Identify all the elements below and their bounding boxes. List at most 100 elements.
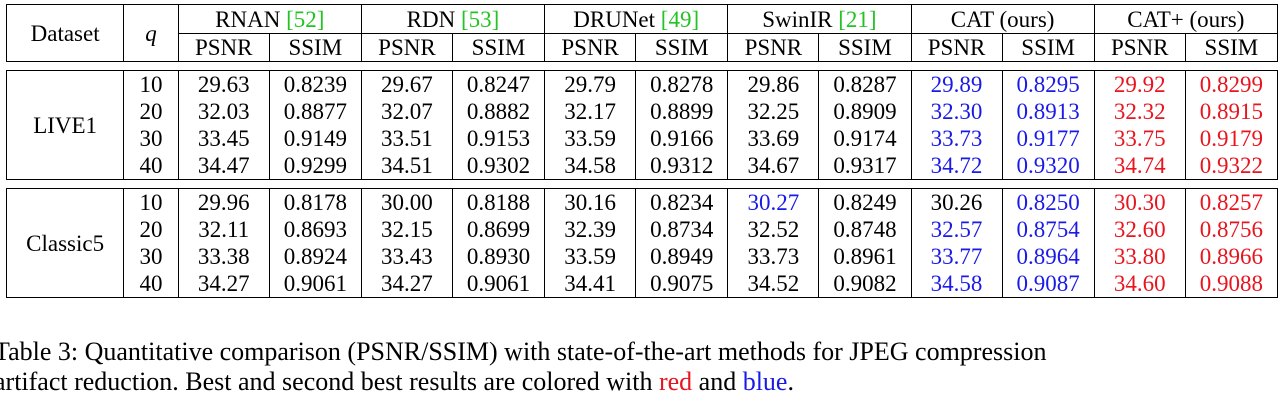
header-method-swinir: SwinIR [21] — [727, 4, 912, 34]
psnr-value: 30.27 — [727, 188, 820, 216]
ssim-value: 0.8188 — [452, 188, 546, 216]
ssim-value: 0.9312 — [635, 152, 729, 180]
dataset-name: LIVE1 — [5, 70, 125, 180]
ssim-value: 0.8748 — [818, 216, 912, 243]
psnr-value: 34.58 — [544, 152, 637, 180]
psnr-value: 33.73 — [911, 125, 1003, 152]
psnr-value: 32.15 — [361, 216, 453, 243]
header-psnr: PSNR — [911, 33, 1003, 62]
psnr-value: 33.45 — [178, 125, 270, 152]
psnr-value: 34.60 — [1094, 270, 1186, 298]
ssim-value: 0.8234 — [635, 188, 729, 216]
q-value: 40 — [123, 152, 179, 180]
method-ref: [52] — [286, 6, 325, 32]
caption-and: and — [692, 367, 743, 396]
header-psnr: PSNR — [544, 33, 637, 62]
ssim-value: 0.8924 — [269, 243, 362, 270]
psnr-value: 32.39 — [544, 216, 637, 243]
results-body: LIVE1 10 29.63 0.8239 29.67 0.8247 29.79 0.8278… — [5, 62, 1279, 298]
section-spacer — [7, 180, 1278, 189]
psnr-value: 34.27 — [178, 270, 270, 298]
q-value: 10 — [123, 188, 179, 216]
results-table: Dataset q RNAN [52] RDN [53] DRUNet [49]… — [5, 4, 1279, 298]
psnr-value: 34.72 — [911, 152, 1003, 180]
header-method-drunet: DRUNet [49] — [544, 4, 729, 34]
q-value: 20 — [123, 98, 179, 125]
psnr-value: 33.77 — [911, 243, 1003, 270]
q-value: 30 — [123, 125, 179, 152]
header-ssim: SSIM — [452, 33, 546, 62]
psnr-value: 33.43 — [361, 243, 453, 270]
psnr-value: 33.80 — [1094, 243, 1186, 270]
header-method-rnan: RNAN [52] — [178, 4, 362, 34]
psnr-value: 32.11 — [178, 216, 270, 243]
psnr-value: 30.16 — [544, 188, 637, 216]
ssim-value: 0.8754 — [1002, 216, 1095, 243]
ssim-value: 0.9177 — [1002, 125, 1095, 152]
psnr-value: 30.30 — [1094, 188, 1186, 216]
caption-period: . — [787, 367, 794, 396]
caption-text: artifact reduction. Best and second best… — [0, 367, 659, 396]
method-name: DRUNet — [573, 6, 661, 32]
q-value: 20 — [123, 216, 179, 243]
psnr-value: 34.67 — [727, 152, 820, 180]
table-row: 20 32.03 0.8877 32.07 0.8882 32.17 0.8899 32.25… — [7, 98, 1279, 125]
method-name: SwinIR — [762, 6, 839, 32]
psnr-value: 33.59 — [544, 125, 637, 152]
section-spacer — [7, 62, 1278, 71]
psnr-value: 34.52 — [727, 270, 820, 298]
psnr-value: 33.59 — [544, 243, 637, 270]
caption-line-2: artifact reduction. Best and second best… — [0, 367, 1285, 397]
ssim-value: 0.9179 — [1185, 125, 1279, 152]
ssim-value: 0.9153 — [452, 125, 546, 152]
q-value: 10 — [123, 70, 179, 98]
psnr-value: 33.75 — [1094, 125, 1186, 152]
header-psnr: PSNR — [178, 33, 270, 62]
ssim-value: 0.9082 — [818, 270, 912, 298]
ssim-value: 0.8909 — [818, 98, 912, 125]
psnr-value: 32.25 — [727, 98, 820, 125]
psnr-value: 29.89 — [911, 70, 1003, 98]
psnr-value: 29.67 — [361, 70, 453, 98]
psnr-value: 32.60 — [1094, 216, 1186, 243]
header-method-cat: CAT (ours) — [911, 4, 1095, 34]
table-row: 30 33.38 0.8924 33.43 0.8930 33.59 0.8949 33.73… — [7, 243, 1279, 270]
psnr-value: 32.03 — [178, 98, 270, 125]
ssim-value: 0.9166 — [635, 125, 729, 152]
ssim-value: 0.8949 — [635, 243, 729, 270]
table-row: 20 32.11 0.8693 32.15 0.8699 32.39 0.8734 32.52… — [7, 216, 1279, 243]
table-row: 30 33.45 0.9149 33.51 0.9153 33.59 0.9166 33.69… — [7, 125, 1279, 152]
table-row: LIVE1 10 29.63 0.8239 29.67 0.8247 29.79 0.8278… — [5, 70, 1279, 180]
psnr-value: 34.27 — [361, 270, 453, 298]
psnr-value: 32.57 — [911, 216, 1003, 243]
caption-blue-word: blue — [742, 367, 788, 396]
ssim-value: 0.8899 — [635, 98, 729, 125]
ssim-value: 0.8966 — [1185, 243, 1279, 270]
psnr-value: 33.73 — [727, 243, 820, 270]
caption-red-word: red — [658, 367, 693, 396]
psnr-value: 34.74 — [1094, 152, 1186, 180]
ssim-value: 0.8247 — [452, 70, 546, 98]
ssim-value: 0.9061 — [269, 270, 362, 298]
psnr-value: 33.69 — [727, 125, 820, 152]
ssim-value: 0.9322 — [1185, 152, 1279, 180]
psnr-value: 29.92 — [1094, 70, 1186, 98]
method-name: CAT (ours) — [950, 6, 1055, 32]
ssim-value: 0.8699 — [452, 216, 546, 243]
method-name: CAT+ (ours) — [1127, 6, 1245, 32]
header-method-cat-plus: CAT+ (ours) — [1094, 4, 1279, 34]
header-psnr: PSNR — [727, 33, 820, 62]
ssim-value: 0.8278 — [635, 70, 729, 98]
ssim-value: 0.9317 — [818, 152, 912, 180]
header-ssim: SSIM — [1002, 33, 1095, 62]
q-value: 30 — [123, 243, 179, 270]
ssim-value: 0.9087 — [1002, 270, 1095, 298]
ssim-value: 0.8756 — [1185, 216, 1279, 243]
method-name: RNAN — [215, 6, 287, 32]
psnr-value: 29.96 — [178, 188, 270, 216]
dataset-name: Classic5 — [5, 188, 125, 298]
psnr-value: 32.17 — [544, 98, 637, 125]
psnr-value: 32.07 — [361, 98, 453, 125]
psnr-value: 29.63 — [178, 70, 270, 98]
psnr-value: 32.32 — [1094, 98, 1186, 125]
